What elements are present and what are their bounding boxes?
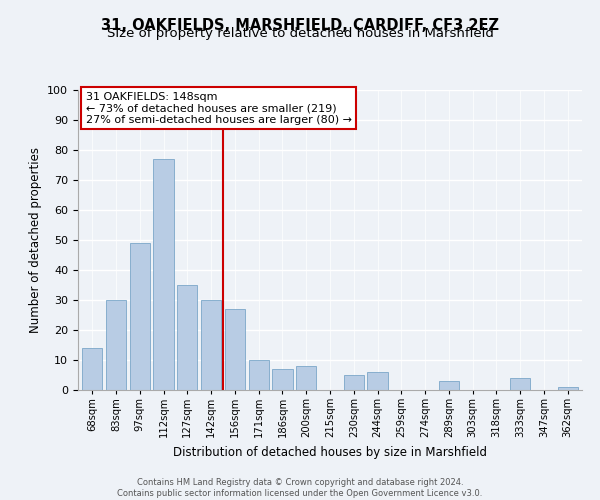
Text: Contains HM Land Registry data © Crown copyright and database right 2024.
Contai: Contains HM Land Registry data © Crown c… — [118, 478, 482, 498]
Bar — [248, 360, 269, 390]
Bar — [106, 300, 126, 390]
Y-axis label: Number of detached properties: Number of detached properties — [29, 147, 42, 333]
Bar — [272, 369, 293, 390]
Bar — [225, 309, 245, 390]
Text: 31, OAKFIELDS, MARSHFIELD, CARDIFF, CF3 2EZ: 31, OAKFIELDS, MARSHFIELD, CARDIFF, CF3 … — [101, 18, 499, 32]
Bar — [344, 375, 364, 390]
Bar — [557, 387, 578, 390]
Bar — [82, 348, 103, 390]
Bar — [439, 381, 459, 390]
Text: Size of property relative to detached houses in Marshfield: Size of property relative to detached ho… — [107, 28, 493, 40]
X-axis label: Distribution of detached houses by size in Marshfield: Distribution of detached houses by size … — [173, 446, 487, 458]
Bar — [296, 366, 316, 390]
Bar — [367, 372, 388, 390]
Bar — [201, 300, 221, 390]
Bar — [130, 243, 150, 390]
Bar — [154, 159, 173, 390]
Bar — [510, 378, 530, 390]
Bar — [177, 285, 197, 390]
Text: 31 OAKFIELDS: 148sqm
← 73% of detached houses are smaller (219)
27% of semi-deta: 31 OAKFIELDS: 148sqm ← 73% of detached h… — [86, 92, 352, 124]
